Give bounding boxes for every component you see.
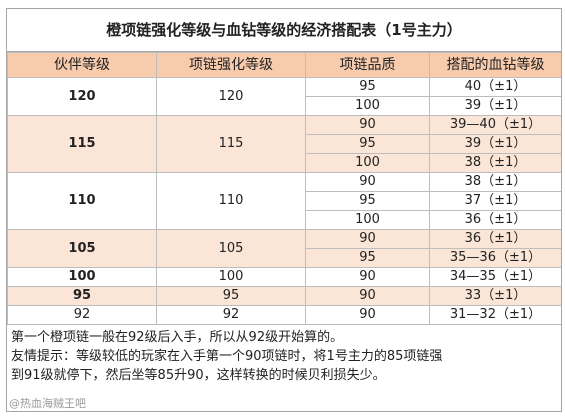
cell-necklace-quality: 95	[305, 191, 430, 211]
cell-necklace-quality: 95	[305, 134, 430, 154]
table-row: 100 38（±1）	[8, 153, 561, 173]
table-row: 95 39（±1）	[8, 134, 561, 154]
cell-necklace-quality: 90	[305, 286, 430, 306]
note-line: 到91级就停下，然后坐等85升90，这样转换的时候贝利损失少。	[11, 368, 386, 383]
cell-gem-level: 37（±1）	[429, 191, 561, 211]
cell-partner-level: 115	[7, 115, 157, 173]
note-line: 第一个橙项链一般在92级后入手，所以从92级开始算的。	[11, 330, 344, 345]
cell-necklace-quality: 90	[305, 172, 430, 192]
table-body: 120 120 95 40（±1） 100 39（±1） 115 115 90 39—40（±1）…	[7, 77, 561, 325]
table-title: 橙项链强化等级与血钻等级的经济搭配表（1号主力）	[7, 9, 561, 52]
cell-necklace-enhance: 100	[156, 267, 306, 287]
table-row: 120 120 95 40（±1）	[7, 77, 561, 116]
gem-pairing-table: 伙伴等级 项链强化等级 项链品质 搭配的血钻等级 120 120 95 40（±1） 1…	[7, 52, 561, 325]
cell-necklace-enhance: 120	[156, 77, 306, 116]
cell-gem-level: 40（±1）	[429, 77, 561, 97]
table-row: 100 39（±1）	[8, 96, 561, 116]
table-row: 115 115 90 39—40（±1）	[7, 115, 561, 173]
watermark: @热血海贼王吧	[7, 395, 88, 411]
cell-necklace-quality: 100	[305, 210, 430, 230]
note-line: 友情提示：等级较低的玩家在入手第一个90项链时，将1号主力的85项链强	[11, 349, 443, 364]
cell-necklace-enhance: 92	[156, 305, 306, 325]
cell-necklace-quality: 90	[305, 229, 430, 249]
table-row: 92 92 90 31—32（±1）	[7, 305, 561, 325]
cell-gem-level: 34—35（±1）	[429, 267, 561, 287]
cell-necklace-enhance: 105	[156, 229, 306, 268]
cell-partner-level: 105	[7, 229, 157, 268]
cell-necklace-quality: 90	[305, 267, 430, 287]
cell-necklace-quality: 95	[305, 77, 430, 97]
cell-necklace-quality: 90	[305, 305, 430, 325]
header-partner-level: 伙伴等级	[7, 52, 157, 78]
table-row: 105 105 90 36（±1）	[7, 229, 561, 268]
header-necklace-quality: 项链品质	[305, 52, 430, 78]
cell-gem-level: 39—40（±1）	[429, 115, 561, 135]
cell-gem-level: 38（±1）	[429, 153, 561, 173]
cell-necklace-enhance: 110	[156, 172, 306, 230]
cell-gem-level: 31—32（±1）	[429, 305, 561, 325]
table-row: 95 95 90 33（±1）	[7, 286, 561, 306]
cell-gem-level: 38（±1）	[429, 172, 561, 192]
cell-necklace-quality: 90	[305, 115, 430, 135]
cell-gem-level: 36（±1）	[429, 210, 561, 230]
cell-partner-level: 110	[7, 172, 157, 230]
header-necklace-enhance: 项链强化等级	[156, 52, 306, 78]
table-row: 100 36（±1）	[8, 210, 561, 230]
table-row: 95 35—36（±1）	[8, 248, 561, 268]
cell-necklace-enhance: 115	[156, 115, 306, 173]
header-row: 伙伴等级 项链强化等级 项链品质 搭配的血钻等级	[7, 52, 561, 78]
table-row: 110 110 90 38（±1）	[7, 172, 561, 230]
header-gem-level: 搭配的血钻等级	[429, 52, 561, 78]
cell-necklace-enhance: 95	[156, 286, 306, 306]
cell-partner-level: 100	[7, 267, 157, 287]
cell-gem-level: 39（±1）	[429, 134, 561, 154]
notes: 第一个橙项链一般在92级后入手，所以从92级开始算的。 友情提示：等级较低的玩家…	[7, 325, 561, 385]
cell-gem-level: 33（±1）	[429, 286, 561, 306]
cell-partner-level: 120	[7, 77, 157, 116]
cell-partner-level: 92	[7, 305, 157, 325]
cell-necklace-quality: 95	[305, 248, 430, 268]
table-row: 100 100 90 34—35（±1）	[7, 267, 561, 287]
cell-partner-level: 95	[7, 286, 157, 306]
cell-gem-level: 36（±1）	[429, 229, 561, 249]
economy-table-sheet: 橙项链强化等级与血钻等级的经济搭配表（1号主力） 伙伴等级 项链强化等级 项链品…	[6, 8, 562, 412]
cell-necklace-quality: 100	[305, 153, 430, 173]
cell-necklace-quality: 100	[305, 96, 430, 116]
cell-gem-level: 35—36（±1）	[429, 248, 561, 268]
cell-gem-level: 39（±1）	[429, 96, 561, 116]
